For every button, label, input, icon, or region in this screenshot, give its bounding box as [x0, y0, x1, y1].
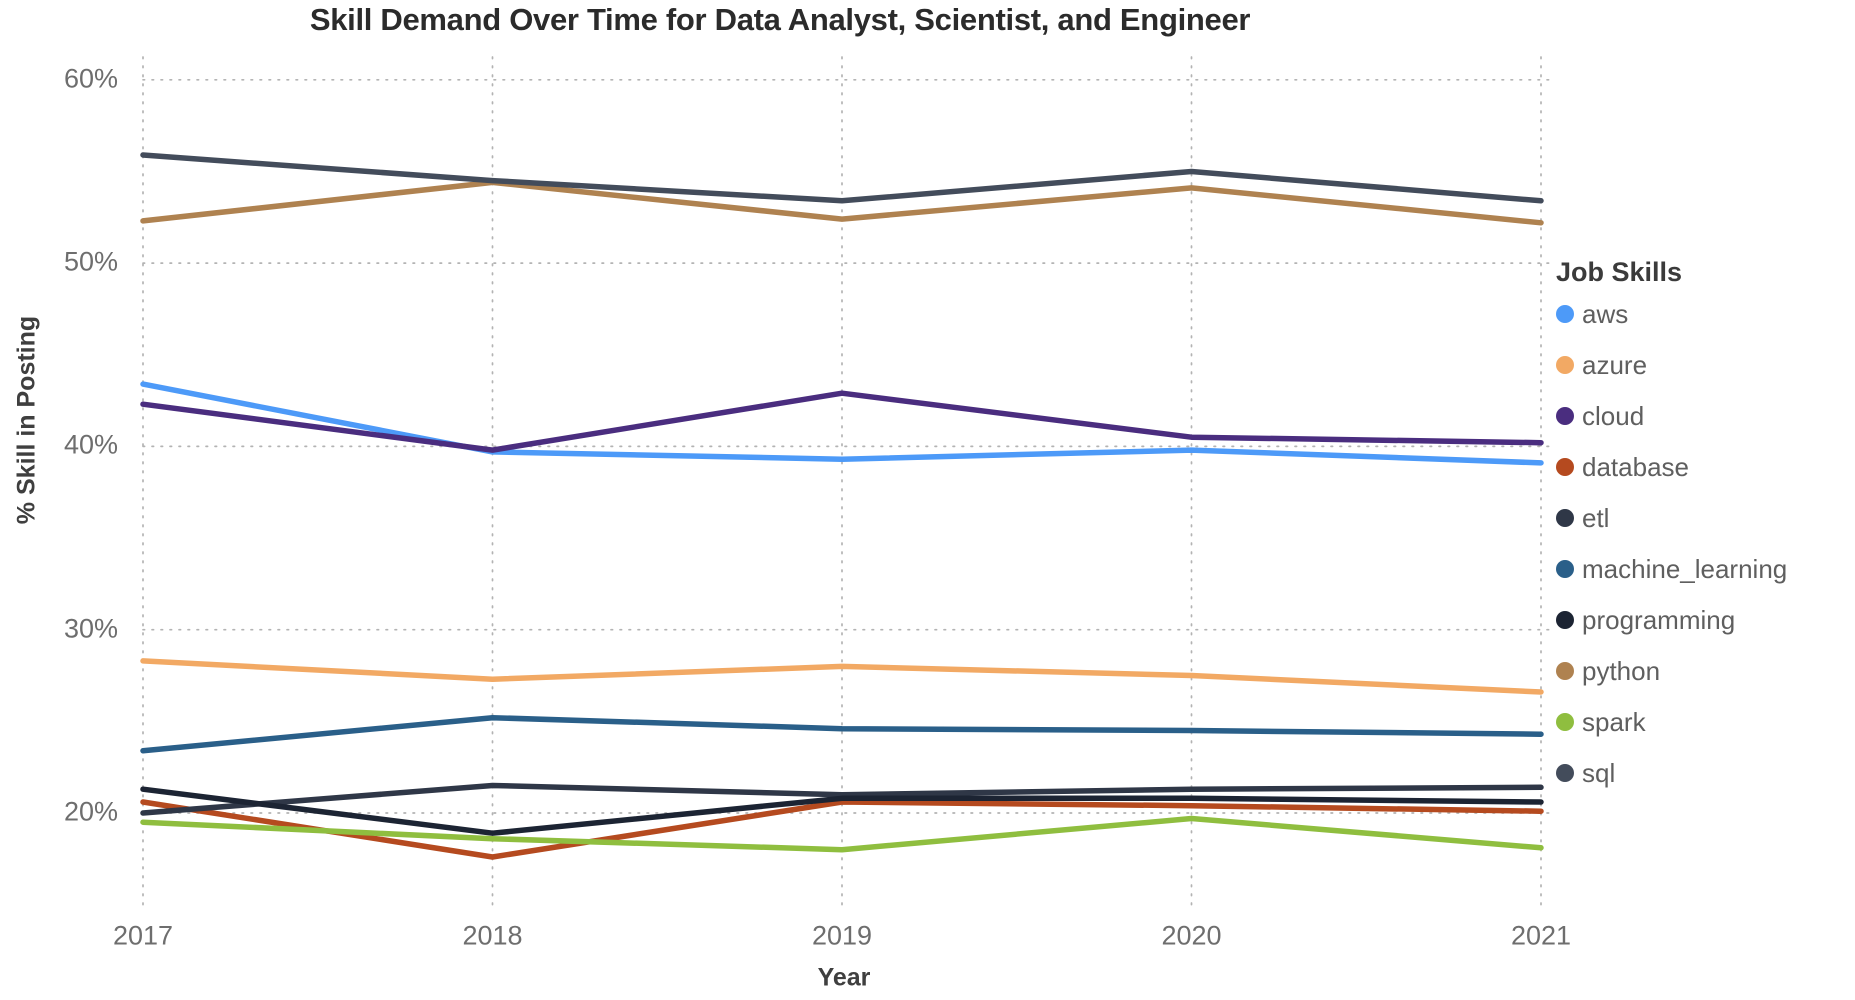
legend-item-aws[interactable]: aws — [1556, 299, 1787, 329]
legend-dot-machine_learning — [1556, 560, 1574, 578]
x-tick-label: 2019 — [811, 920, 873, 951]
y-axis-title: % Skill in Posting — [12, 315, 41, 525]
legend-dot-python — [1556, 662, 1574, 680]
legend-label: azure — [1582, 349, 1648, 380]
legend-dot-programming — [1556, 611, 1574, 629]
series-line-spark[interactable] — [140, 815, 1544, 853]
legend-dot-sql — [1556, 764, 1574, 782]
legend-label: python — [1582, 655, 1661, 686]
legend-dot-etl — [1556, 509, 1574, 527]
legend-item-etl[interactable]: etl — [1556, 503, 1787, 533]
legend-item-sql[interactable]: sql — [1556, 758, 1787, 788]
series-line-python[interactable] — [140, 179, 1544, 226]
legend-item-spark[interactable]: spark — [1556, 707, 1787, 737]
legend-label: aws — [1582, 298, 1629, 329]
legend-item-cloud[interactable]: cloud — [1556, 401, 1787, 431]
legend-dot-spark — [1556, 713, 1574, 731]
x-axis-title: Year — [817, 963, 871, 992]
legend-item-database[interactable]: database — [1556, 452, 1787, 482]
legend-item-python[interactable]: python — [1556, 656, 1787, 686]
series-line-machine_learning[interactable] — [140, 714, 1544, 754]
y-tick-label: 50% — [63, 246, 118, 277]
series-line-database[interactable] — [140, 799, 1544, 860]
legend-title: Job Skills — [1556, 257, 1683, 287]
legend-dot-cloud — [1556, 407, 1574, 425]
series-line-programming[interactable] — [140, 786, 1544, 836]
series-line-sql[interactable] — [140, 152, 1544, 204]
series-line-aws[interactable] — [140, 381, 1544, 466]
x-tick-label: 2017 — [112, 920, 174, 951]
legend-dot-aws — [1556, 305, 1574, 323]
legend: Job Skills aws azure cloud database etl machi… — [1556, 254, 1787, 809]
x-tick-label: 2018 — [462, 920, 523, 951]
legend-dot-azure — [1556, 356, 1574, 374]
legend-dot-database — [1556, 458, 1574, 476]
y-tick-label: 60% — [63, 63, 118, 94]
x-tick-label: 2020 — [1161, 920, 1222, 951]
legend-item-machine_learning[interactable]: machine_learning — [1556, 554, 1787, 584]
legend-label: sql — [1582, 757, 1616, 788]
legend-items: aws azure cloud database etl machine_learning… — [1556, 299, 1787, 788]
series-line-azure[interactable] — [140, 658, 1544, 695]
x-tick-label: 2021 — [1510, 920, 1572, 951]
legend-label: programming — [1582, 604, 1736, 635]
y-tick-label: 20% — [63, 796, 118, 827]
legend-label: spark — [1582, 706, 1646, 737]
legend-label: machine_learning — [1582, 553, 1788, 584]
y-tick-label: 40% — [63, 429, 118, 460]
legend-item-azure[interactable]: azure — [1556, 350, 1787, 380]
legend-label: cloud — [1582, 400, 1645, 431]
legend-label: etl — [1582, 502, 1610, 533]
series-line-cloud[interactable] — [140, 390, 1544, 453]
legend-label: database — [1582, 451, 1689, 482]
chart-title: Skill Demand Over Time for Data Analyst,… — [309, 2, 1251, 37]
series-line-etl[interactable] — [140, 782, 1544, 816]
legend-item-programming[interactable]: programming — [1556, 605, 1787, 635]
y-tick-label: 30% — [63, 613, 118, 644]
